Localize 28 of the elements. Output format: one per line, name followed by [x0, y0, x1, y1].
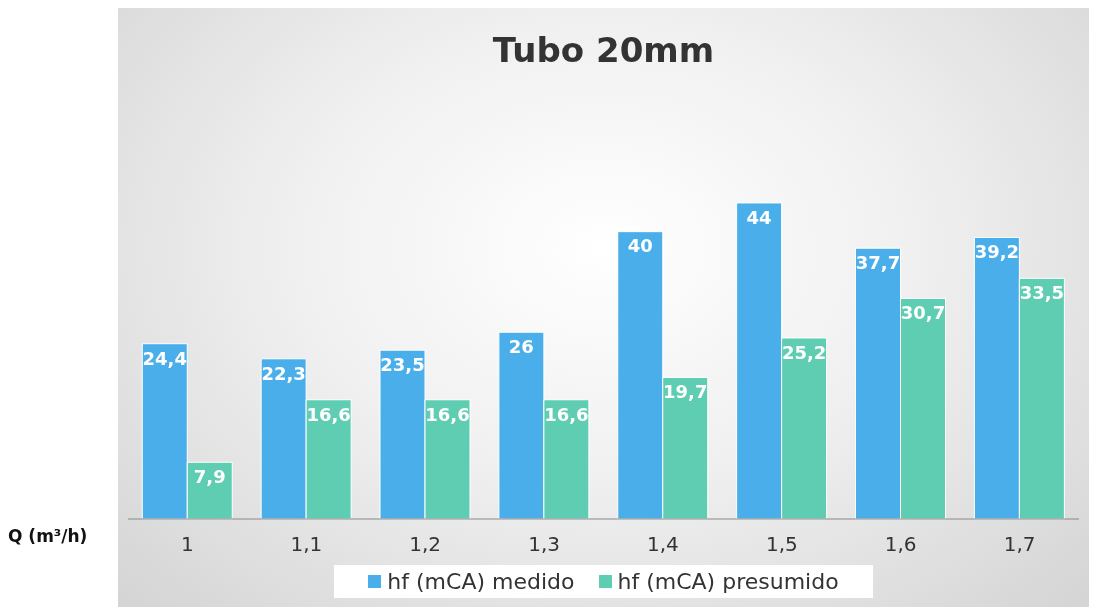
legend-label: hf (mCA) presumido — [617, 569, 839, 594]
data-label: 26 — [508, 336, 534, 358]
data-label: 40 — [627, 235, 653, 257]
data-label: 37,7 — [855, 251, 901, 273]
x-axis-title: Q (m³/h) — [8, 526, 89, 546]
data-label: 44 — [746, 206, 772, 228]
data-label: 24,4 — [142, 347, 187, 369]
data-label: 16,6 — [425, 403, 470, 425]
x-tick-label: 1,2 — [409, 532, 442, 557]
data-label: 7,9 — [193, 466, 226, 488]
data-label: 25,2 — [781, 341, 827, 363]
x-tick-label: 1 — [181, 532, 194, 557]
data-label: 23,5 — [380, 353, 425, 375]
data-label: 30,7 — [900, 302, 946, 324]
x-tick-label: 1,6 — [884, 532, 917, 557]
data-label: 16,6 — [306, 403, 351, 425]
data-label: 33,5 — [1019, 282, 1065, 304]
x-tick-label: 1,4 — [647, 532, 679, 557]
x-tick-label: 1,1 — [290, 532, 323, 557]
x-tick-label: 1,7 — [1003, 532, 1036, 557]
x-tick-label: 1,3 — [528, 532, 560, 557]
data-label: 16,6 — [544, 403, 589, 425]
text: hf (mCA) medido — [387, 569, 575, 594]
data-label: 19,7 — [663, 381, 708, 403]
x-tick-label: 1,5 — [765, 532, 798, 557]
data-label: 39,2 — [974, 241, 1020, 263]
data-label: 22,3 — [261, 362, 306, 384]
chart-title: Tubo 20mm — [491, 30, 716, 72]
